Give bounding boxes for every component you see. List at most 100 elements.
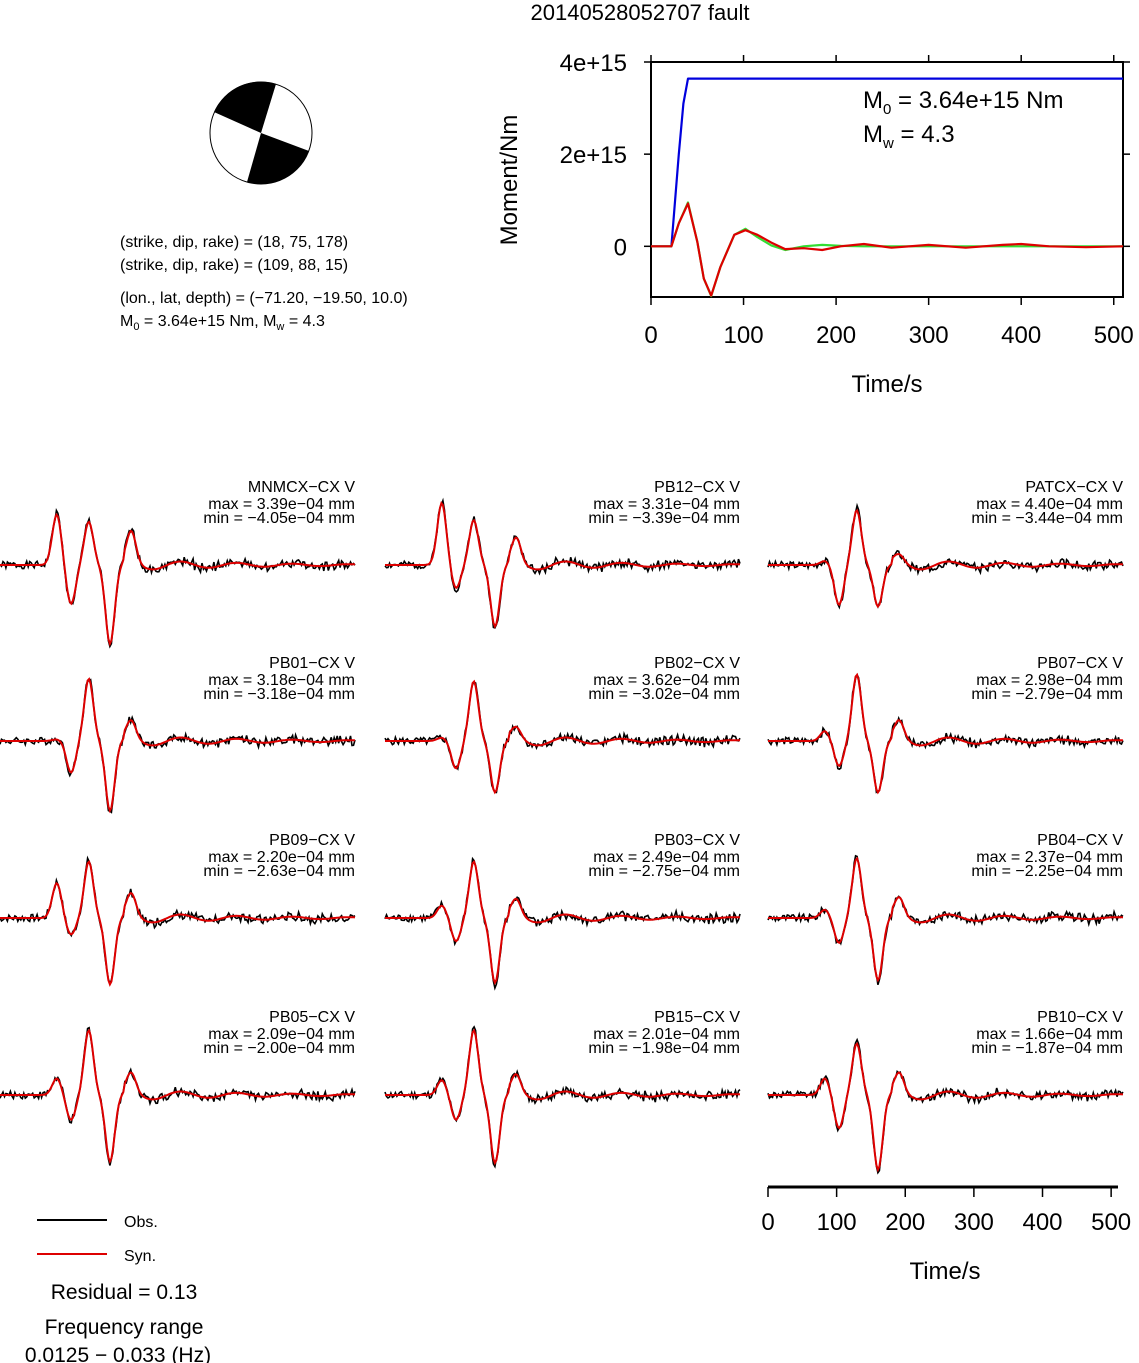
station-name-label: PB12−CX V xyxy=(654,479,740,496)
observed-trace xyxy=(767,502,1124,610)
station-max-label: max = 3.62e−04 mm xyxy=(593,672,740,689)
frequency-label: Frequency range xyxy=(45,1316,204,1339)
station-max-label: max = 3.18e−04 mm xyxy=(208,672,355,689)
synthetic-trace xyxy=(768,856,1124,983)
moment-series-line-2 xyxy=(651,202,1124,297)
waveform-x-tick-label-3: 300 xyxy=(954,1209,994,1236)
station-name-label: PATCX−CX V xyxy=(1025,479,1123,496)
plane1-text: (strike, dip, rake) = (18, 75, 178) xyxy=(120,234,348,251)
moment-plot-frame xyxy=(650,61,1124,298)
station-name-label: PB07−CX V xyxy=(1037,655,1123,672)
station-min-label: min = −1.98e−04 mm xyxy=(588,1040,740,1057)
station-name-label: PB15−CX V xyxy=(654,1009,740,1026)
station-min-label: min = −3.44e−04 mm xyxy=(971,510,1123,527)
station-max-label: max = 2.01e−04 mm xyxy=(593,1026,740,1043)
station-max-label: max = 3.39e−04 mm xyxy=(208,496,355,513)
synthetic-trace xyxy=(0,859,356,987)
moment-annotation: M0 = 3.64e+15 Nm Mw = 4.3 xyxy=(863,87,1063,152)
station-name-label: MNMCX−CX V xyxy=(248,479,355,496)
moment-x-tick-label-4: 400 xyxy=(1001,322,1041,349)
figure-title: 20140528052707 fault xyxy=(531,0,750,25)
moment-x-tick-label-2: 200 xyxy=(816,322,856,349)
moment-series-line-1 xyxy=(651,201,1123,298)
station-min-label: min = −2.25e−04 mm xyxy=(971,863,1123,880)
residual-text: Residual = 0.13 xyxy=(51,1281,198,1304)
legend: Obs. Syn. xyxy=(37,1214,158,1265)
synthetic-trace xyxy=(768,672,1124,795)
moment-x-tick-label-0: 0 xyxy=(644,322,657,349)
moment-y-tick-label-1: 2e+15 xyxy=(560,142,627,169)
observed-trace xyxy=(767,1037,1124,1175)
synthetic-trace xyxy=(0,512,356,647)
moment-x-tick-label-1: 100 xyxy=(724,322,764,349)
waveform-x-tick-label-5: 500 xyxy=(1091,1209,1131,1236)
moment-x-label: Time/s xyxy=(851,371,922,398)
station-min-label: min = −3.02e−04 mm xyxy=(588,686,740,703)
moment-y-label: Moment/Nm xyxy=(496,115,523,246)
moment-y-axis: 0 2e+15 4e+15 xyxy=(560,50,1130,261)
synthetic-trace xyxy=(0,1028,356,1164)
synthetic-trace xyxy=(0,677,356,814)
station-min-label: min = −4.05e−04 mm xyxy=(203,510,355,527)
station-name-label: PB10−CX V xyxy=(1037,1009,1123,1026)
synthetic-trace xyxy=(768,508,1124,609)
station-min-label: min = −2.79e−04 mm xyxy=(971,686,1123,703)
waveform-x-tick-label-2: 200 xyxy=(885,1209,925,1236)
moment-x-tick-label-3: 300 xyxy=(909,322,949,349)
moment-x-tick-label-5: 500 xyxy=(1094,322,1134,349)
waveform-x-tick-label-1: 100 xyxy=(817,1209,857,1236)
frequency-value: 0.0125 − 0.033 (Hz) xyxy=(25,1344,211,1363)
waveform-x-tick-label-4: 400 xyxy=(1022,1209,1062,1236)
station-min-label: min = −3.18e−04 mm xyxy=(203,686,355,703)
station-min-label: min = −2.00e−04 mm xyxy=(203,1040,355,1057)
station-name-label: PB02−CX V xyxy=(654,655,740,672)
moment-rate-chart: 0 100 200 300 400 500 0 2e+15 4e+15 Time/s Mome… xyxy=(496,50,1134,398)
station-max-label: max = 4.40e−04 mm xyxy=(976,496,1123,513)
waveform-x-label: Time/s xyxy=(909,1258,980,1285)
station-name-label: PB03−CX V xyxy=(654,832,740,849)
legend-syn-label: Syn. xyxy=(124,1248,156,1265)
beachball-quadrant-2 xyxy=(247,133,309,185)
moment-text: M0 = 3.64e+15 Nm, Mw = 4.3 xyxy=(120,313,325,333)
moment-y-tick-label-0: 0 xyxy=(614,234,627,261)
station-min-label: min = −1.87e−04 mm xyxy=(971,1040,1123,1057)
station-name-label: PB09−CX V xyxy=(269,832,355,849)
mw-annotation: Mw = 4.3 xyxy=(863,121,955,152)
waveform-time-axis: Time/s 0 100 200 300 400 500 xyxy=(761,1185,1131,1285)
station-max-label: max = 2.49e−04 mm xyxy=(593,849,740,866)
moment-x-axis: 0 100 200 300 400 500 xyxy=(644,55,1134,349)
synthetic-trace xyxy=(385,500,741,629)
observed-trace xyxy=(0,678,356,814)
station-max-label: max = 2.37e−04 mm xyxy=(976,849,1123,866)
synthetic-trace xyxy=(385,679,741,795)
location-text: (lon., lat, depth) = (−71.20, −19.50, 10… xyxy=(120,290,408,307)
moment-y-tick-label-2: 4e+15 xyxy=(560,50,627,77)
synthetic-trace xyxy=(385,1028,741,1166)
station-min-label: min = −3.39e−04 mm xyxy=(588,510,740,527)
m0-annotation: M0 = 3.64e+15 Nm xyxy=(863,87,1063,118)
station-name-label: PB04−CX V xyxy=(1037,832,1123,849)
station-max-label: max = 1.66e−04 mm xyxy=(976,1026,1123,1043)
station-max-label: max = 2.98e−04 mm xyxy=(976,672,1123,689)
station-name-label: PB05−CX V xyxy=(269,1009,355,1026)
moment-series-group xyxy=(651,77,1124,298)
synthetic-trace xyxy=(768,1041,1124,1173)
station-min-label: min = −2.63e−04 mm xyxy=(203,863,355,880)
legend-obs-label: Obs. xyxy=(124,1214,158,1231)
observed-trace xyxy=(384,681,741,794)
station-max-label: max = 3.31e−04 mm xyxy=(593,496,740,513)
plane2-text: (strike, dip, rake) = (109, 88, 15) xyxy=(120,257,348,274)
waveform-x-tick-label-0: 0 xyxy=(761,1209,774,1236)
beachball xyxy=(209,81,313,185)
station-max-label: max = 2.09e−04 mm xyxy=(208,1026,355,1043)
